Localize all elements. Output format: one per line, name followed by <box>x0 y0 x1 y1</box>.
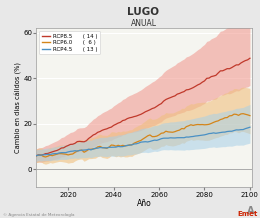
Text: Emet: Emet <box>237 211 257 217</box>
Text: A: A <box>247 206 255 216</box>
Y-axis label: Cambio en dias cálidos (%): Cambio en dias cálidos (%) <box>15 62 22 153</box>
Text: LUGO: LUGO <box>127 7 159 17</box>
Title: ANUAL: ANUAL <box>131 19 157 27</box>
X-axis label: Año: Año <box>137 199 152 208</box>
Text: © Agencia Estatal de Meteorología: © Agencia Estatal de Meteorología <box>3 213 74 217</box>
Legend: RCP8.5      ( 14 ), RCP6.0      (  6 ), RCP4.5      ( 13 ): RCP8.5 ( 14 ), RCP6.0 ( 6 ), RCP4.5 ( 13… <box>39 31 100 54</box>
